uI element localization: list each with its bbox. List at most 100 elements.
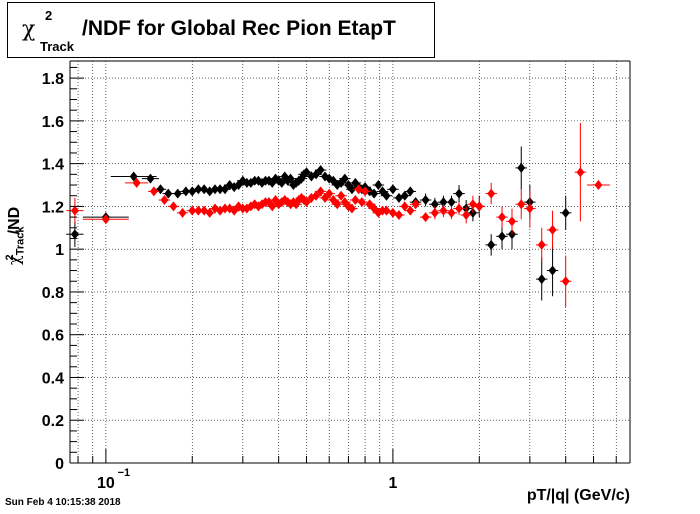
diamond-marker	[374, 180, 383, 191]
diamond-marker	[132, 177, 141, 188]
y-tick-label: 1.2	[42, 199, 64, 216]
black-data-point	[219, 184, 231, 195]
red-data-point	[559, 255, 572, 307]
red-data-point	[429, 206, 441, 220]
red-data-point	[404, 205, 417, 216]
red-data-point	[419, 212, 432, 223]
black-data-point	[546, 244, 559, 297]
red-data-point	[82, 214, 129, 225]
diamond-marker	[561, 207, 570, 218]
black-data-point	[485, 234, 497, 256]
black-data-point	[535, 257, 548, 301]
red-data-point	[300, 197, 313, 208]
y-tick-label: 1.6	[42, 114, 64, 131]
red-data-point	[346, 203, 358, 214]
diamond-marker	[508, 216, 517, 227]
diamond-marker	[169, 201, 178, 212]
y-tick-label: 0.6	[42, 328, 64, 345]
timestamp: Sun Feb 4 10:15:38 2018	[5, 497, 121, 508]
grid	[70, 61, 630, 464]
red-data-point	[445, 206, 458, 220]
red-data-point	[203, 207, 216, 218]
diamond-marker	[129, 171, 138, 182]
diamond-marker	[517, 199, 526, 210]
diamond-marker	[382, 190, 391, 201]
red-data-point	[399, 201, 411, 212]
diamond-marker	[406, 186, 415, 197]
black-data-point	[445, 195, 458, 209]
x-axis-label: pT/|q| (GeV/c)	[526, 487, 630, 504]
diamond-marker	[302, 167, 311, 178]
diamond-marker	[101, 214, 110, 225]
diamond-marker	[388, 207, 397, 218]
red-data-point	[546, 210, 559, 250]
black-data-point	[387, 184, 399, 195]
black-data-point	[339, 173, 351, 184]
y-axis-label: χTrack2/ND	[4, 165, 44, 265]
diamond-marker	[421, 212, 430, 223]
data-marks	[66, 123, 610, 307]
black-data-point	[372, 180, 385, 191]
diamond-marker	[220, 184, 229, 195]
red-data-point	[356, 197, 368, 208]
diamond-marker	[164, 188, 173, 199]
diamond-marker	[188, 186, 197, 197]
ylabel-superscript: 2	[4, 254, 16, 261]
diamond-marker	[357, 197, 366, 208]
diamond-marker	[594, 180, 603, 191]
y-tick-label: 1.8	[42, 71, 64, 88]
diamond-marker	[146, 173, 155, 184]
black-data-point	[419, 193, 432, 207]
diamond-marker	[537, 239, 546, 250]
red-data-point	[158, 194, 171, 205]
y-tick-label: 1.4	[42, 157, 64, 174]
diamond-marker	[548, 265, 557, 276]
title-chi: χ	[22, 17, 36, 42]
black-data-point	[141, 173, 160, 184]
title-superscript: 2	[45, 8, 53, 23]
red-data-point	[453, 202, 465, 215]
red-data-point	[314, 186, 327, 197]
diamond-marker	[194, 205, 203, 216]
red-data-point	[359, 186, 371, 197]
black-data-point	[66, 221, 84, 248]
black-data-point	[453, 185, 465, 203]
diamond-marker	[462, 209, 471, 220]
diamond-marker	[475, 201, 484, 212]
diamond-marker	[537, 274, 546, 285]
y-tick-label: 0.4	[42, 370, 64, 387]
diamond-marker	[498, 231, 507, 242]
red-data-point	[409, 199, 422, 210]
red-data-point	[496, 206, 508, 228]
diamond-marker	[447, 197, 456, 208]
black-data-point	[404, 186, 417, 197]
red-data-point	[176, 207, 189, 218]
diamond-marker	[421, 194, 430, 205]
red-data-point	[535, 227, 548, 262]
x-tick-label: 1	[388, 475, 397, 492]
diamond-marker	[188, 205, 197, 216]
diamond-marker	[487, 239, 496, 250]
red-data-point	[586, 180, 610, 191]
diamond-marker	[340, 173, 349, 184]
title-box: χ 2 Track /NDF for Global Rec Pion EtapT	[7, 2, 435, 58]
axes: 0 0.2 0.4 0.6 0.8 1 1.2 1.4 1.6 1.8 10−1 1	[42, 60, 631, 492]
diamond-marker	[316, 165, 325, 176]
red-data-point	[506, 208, 518, 235]
diamond-marker	[455, 203, 464, 214]
diamond-marker	[160, 194, 169, 205]
red-data-point	[437, 204, 450, 218]
diamond-marker	[548, 224, 557, 235]
black-data-point	[380, 190, 393, 201]
red-data-point	[460, 206, 472, 224]
red-data-point	[335, 190, 347, 201]
red-data-point	[515, 189, 527, 220]
diamond-marker	[447, 207, 456, 218]
title-subscript: Track	[40, 39, 74, 54]
diamond-marker	[194, 184, 203, 195]
black-data-point	[559, 195, 572, 230]
red-data-point	[473, 197, 486, 215]
diamond-marker	[178, 207, 187, 218]
black-data-point	[368, 188, 380, 199]
